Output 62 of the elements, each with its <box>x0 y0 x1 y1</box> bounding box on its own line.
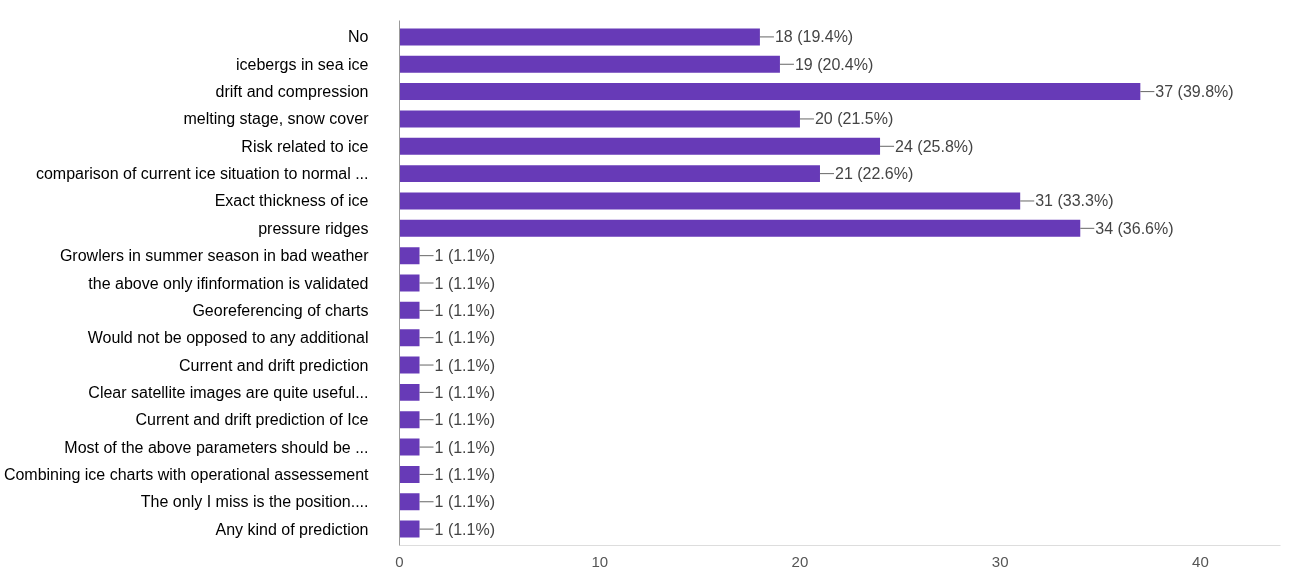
data-label: 24 (25.8%) <box>895 137 974 155</box>
y-tick-label: No <box>348 28 369 46</box>
y-tick-label: Growlers in summer season in bad weather <box>59 247 370 265</box>
y-tick-label: Risk related to ice <box>241 137 369 155</box>
y-tick-label: Georeferencing of charts <box>192 301 369 319</box>
bar <box>399 411 420 429</box>
data-label: 1 (1.1%) <box>434 438 496 456</box>
data-label: 19 (20.4%) <box>794 55 874 73</box>
y-tick-label: Would not be opposed to any additional <box>87 329 369 347</box>
x-tick-label: 0 <box>395 552 404 570</box>
bar <box>399 247 420 265</box>
data-label: 37 (39.8%) <box>1155 83 1234 101</box>
y-tick-label: comparison of current ice situation to normal ... <box>35 165 369 183</box>
bar <box>399 219 1081 237</box>
bar <box>399 493 420 511</box>
bar <box>399 83 1141 101</box>
data-label: 1 (1.1%) <box>434 301 496 319</box>
data-label: 21 (22.6%) <box>834 165 914 183</box>
bar <box>399 28 760 46</box>
y-tick-label: icebergs in sea ice <box>235 55 369 73</box>
data-label: 1 (1.1%) <box>434 274 496 292</box>
bar <box>399 110 800 128</box>
data-label: 18 (19.4%) <box>774 28 854 46</box>
data-label: 1 (1.1%) <box>434 520 496 538</box>
y-tick-label: Current and drift prediction of Ice <box>135 411 369 429</box>
y-tick-label: melting stage, snow cover <box>183 110 370 128</box>
bar <box>399 520 420 538</box>
bar <box>399 438 420 456</box>
y-tick-label: Exact thickness of ice <box>214 192 369 210</box>
bar <box>399 383 420 401</box>
y-tick-label: Combining ice charts with operational assessement <box>3 465 370 483</box>
bar <box>399 192 1021 210</box>
data-label: 1 (1.1%) <box>434 329 496 347</box>
data-label: 1 (1.1%) <box>434 356 496 374</box>
bar <box>399 301 420 319</box>
data-label: 34 (36.6%) <box>1095 219 1174 237</box>
y-tick-label: Most of the above parameters should be ... <box>64 438 369 456</box>
y-tick-label: the above only ifinformation is validated <box>88 274 369 292</box>
data-label: 1 (1.1%) <box>434 465 496 483</box>
data-label: 20 (21.5%) <box>814 110 894 128</box>
y-tick-label: Current and drift prediction <box>179 356 369 374</box>
y-tick-label: drift and compression <box>215 83 369 101</box>
y-tick-label: Any kind of prediction <box>215 520 369 538</box>
data-label: 1 (1.1%) <box>434 247 496 265</box>
x-tick-label: 10 <box>591 552 609 570</box>
bar <box>399 356 420 374</box>
data-label: 1 (1.1%) <box>434 383 496 401</box>
bar <box>399 137 881 155</box>
y-tick-label: pressure ridges <box>258 219 369 237</box>
bar <box>399 329 420 347</box>
x-tick-label: 30 <box>991 552 1009 570</box>
bar <box>399 55 780 73</box>
bar <box>399 165 820 183</box>
x-tick-label: 40 <box>1192 552 1209 570</box>
y-tick-label: The only I miss is the position.... <box>140 493 369 511</box>
bar <box>399 465 420 483</box>
y-tick-label: Clear satellite images are quite useful... <box>88 383 369 401</box>
data-label: 1 (1.1%) <box>434 493 496 511</box>
bar <box>399 274 420 292</box>
data-label: 1 (1.1%) <box>434 411 496 429</box>
x-tick-label: 20 <box>791 552 809 570</box>
data-label: 31 (33.3%) <box>1035 192 1114 210</box>
